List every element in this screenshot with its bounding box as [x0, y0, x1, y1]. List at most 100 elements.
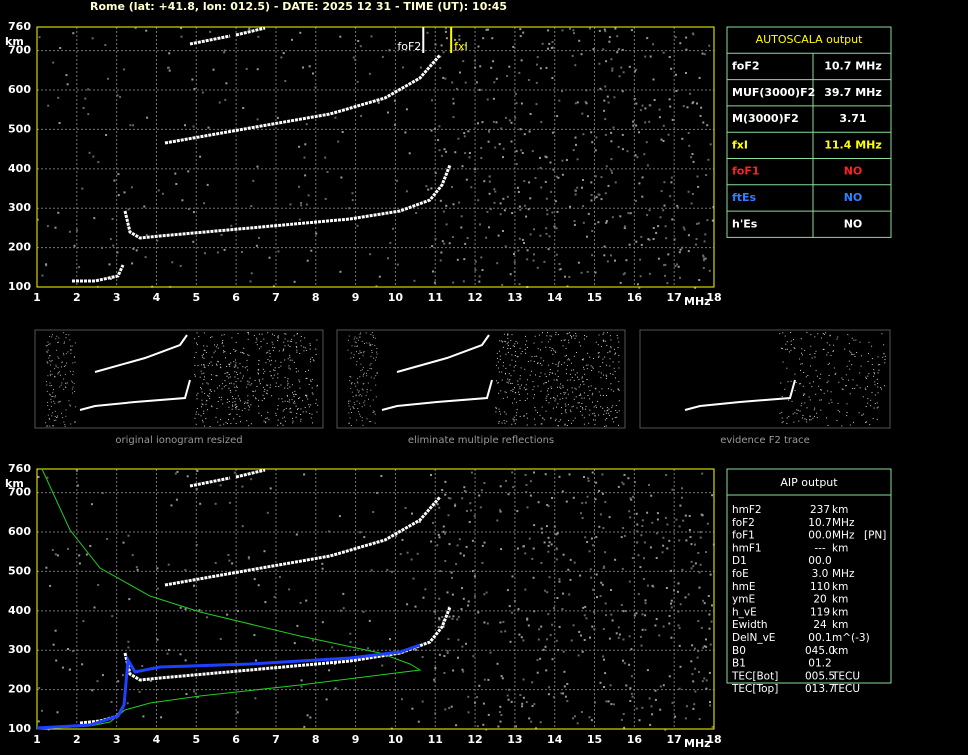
thumb-noise	[49, 355, 51, 357]
thumb-noise	[369, 344, 371, 346]
thumb-noise	[201, 354, 203, 356]
noise	[372, 511, 375, 513]
thumb-noise	[348, 422, 350, 424]
noise	[551, 41, 554, 43]
noise	[616, 51, 619, 54]
thumb-noise	[61, 412, 62, 414]
thumb-noise	[305, 371, 307, 372]
noise	[639, 109, 642, 112]
thumb-noise	[233, 383, 235, 385]
thumb-noise	[48, 357, 50, 359]
thumb-noise	[374, 422, 376, 424]
thumb-noise	[280, 422, 282, 424]
thumb-noise	[246, 366, 248, 368]
thumb-noise	[597, 344, 599, 346]
x-tick-label: 13	[507, 733, 522, 746]
noise	[533, 253, 535, 256]
noise	[463, 258, 466, 261]
thumb-noise	[247, 333, 249, 335]
thumb-noise	[603, 374, 604, 376]
thumb-noise	[72, 362, 74, 364]
thumb-noise	[506, 420, 508, 422]
thumb-noise	[846, 365, 848, 367]
noise	[639, 258, 642, 261]
noise	[489, 208, 492, 211]
thumb-noise	[351, 412, 352, 413]
thumb-noise	[863, 413, 865, 415]
noise	[309, 716, 312, 719]
thumb-noise	[873, 375, 875, 377]
noise	[433, 281, 436, 284]
thumb-noise	[222, 340, 224, 341]
thumb-noise	[785, 343, 787, 345]
noise	[56, 711, 59, 714]
noise	[321, 621, 324, 624]
thumb-noise	[515, 419, 517, 421]
thumb-noise	[515, 340, 517, 342]
thumb-noise	[866, 386, 868, 387]
thumb-noise	[354, 345, 356, 347]
thumb-noise	[201, 391, 203, 393]
thumb-noise	[604, 410, 606, 412]
thumb-noise	[859, 387, 861, 389]
noise	[703, 677, 706, 680]
noise	[617, 636, 620, 639]
noise	[501, 677, 504, 680]
noise	[91, 689, 94, 692]
thumb-noise	[72, 392, 73, 394]
thumb-noise	[826, 354, 828, 356]
thumb-noise	[865, 406, 867, 407]
thumb-noise	[375, 351, 377, 353]
thumb-noise	[201, 364, 203, 366]
noise	[655, 532, 658, 535]
noise	[504, 630, 507, 633]
thumb-noise	[510, 390, 512, 392]
thumb-noise	[59, 401, 60, 403]
noise	[603, 565, 606, 568]
thumb-noise	[610, 411, 612, 412]
thumb-noise	[801, 402, 803, 404]
noise	[54, 629, 57, 632]
noise	[253, 634, 256, 637]
thumb-noise	[232, 405, 234, 407]
noise	[432, 270, 434, 273]
noise	[505, 479, 507, 482]
thumb-noise	[359, 350, 361, 352]
noise	[549, 161, 552, 164]
noise	[266, 511, 269, 514]
thumb-noise	[605, 425, 607, 427]
noise	[451, 617, 454, 620]
thumb-noise	[584, 373, 586, 375]
noise	[467, 130, 470, 133]
thumb-noise	[790, 349, 792, 351]
y-tick-label: 700	[8, 486, 31, 499]
thumb-noise	[258, 348, 260, 350]
thumb-noise	[581, 359, 583, 360]
thumb-noise	[211, 374, 213, 376]
noise	[544, 155, 547, 158]
noise	[242, 107, 245, 109]
thumb-noise	[350, 376, 352, 378]
thumb-noise	[240, 421, 241, 423]
thumb-noise	[241, 377, 243, 379]
noise	[284, 80, 287, 82]
thumb-noise	[365, 332, 367, 334]
thumb-noise	[247, 402, 249, 404]
thumb-noise	[258, 368, 260, 370]
noise	[527, 79, 530, 81]
thumb-noise	[258, 405, 260, 407]
noise	[445, 150, 448, 153]
noise	[414, 605, 417, 608]
thumb-noise	[210, 391, 212, 392]
noise	[699, 563, 702, 566]
noise	[481, 561, 484, 564]
thumb-noise	[50, 370, 52, 372]
noise	[486, 210, 489, 213]
noise	[599, 595, 602, 598]
thumb-noise	[798, 383, 800, 385]
noise	[466, 237, 469, 239]
noise	[145, 234, 148, 236]
thumb-noise	[236, 374, 238, 375]
noise	[459, 552, 462, 555]
noise	[38, 36, 41, 39]
